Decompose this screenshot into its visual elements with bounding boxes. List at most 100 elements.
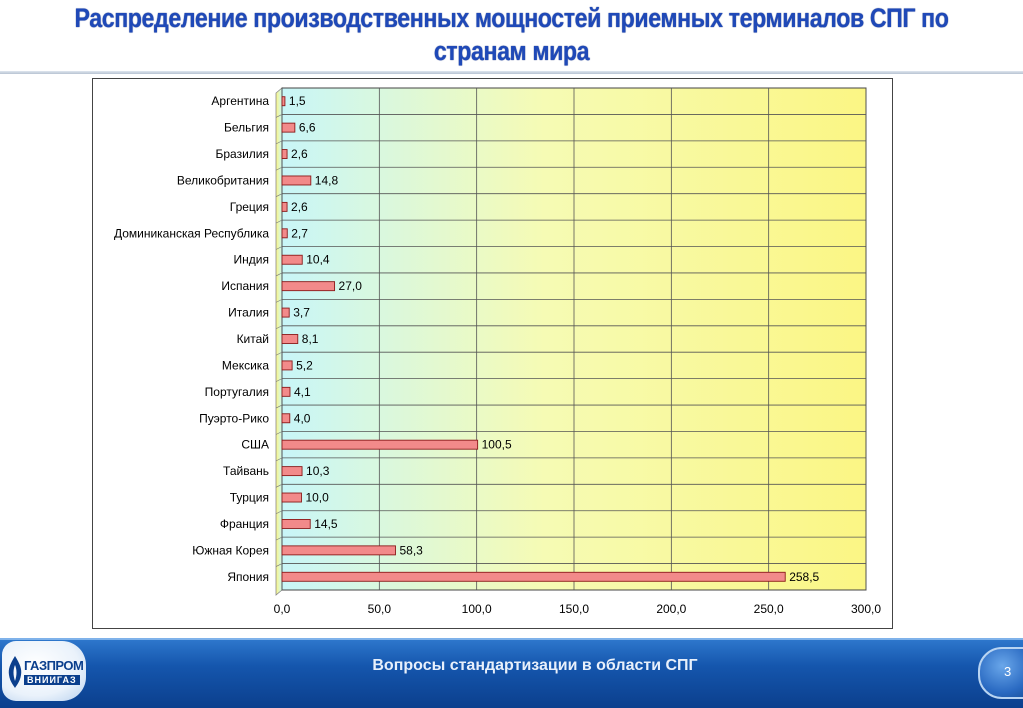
bar	[281, 281, 336, 292]
category-label: Южная Корея	[192, 543, 269, 557]
wall-gridline	[275, 246, 283, 250]
data-label: 10,0	[305, 491, 329, 505]
data-label: 3,7	[293, 306, 310, 320]
logo-text-sub: ВНИИГАЗ	[24, 675, 80, 685]
bar	[281, 254, 303, 265]
wall-gridline	[275, 351, 283, 356]
bar	[281, 122, 296, 133]
x-tick-label: 150,0	[559, 602, 589, 616]
category-label: Турция	[230, 491, 269, 505]
category-label: Тайвань	[223, 464, 269, 478]
data-label: 10,3	[306, 464, 330, 478]
plot-area	[275, 87, 867, 596]
category-label: Португалия	[205, 385, 269, 399]
x-tick-label: 0,0	[274, 602, 291, 616]
bar	[281, 96, 286, 107]
footer-divider	[0, 638, 1023, 640]
category-label: Великобритания	[177, 173, 269, 187]
data-label: 14,5	[314, 517, 338, 531]
data-label: 258,5	[789, 570, 819, 584]
company-logo: ГАЗПРОМ ВНИИГАЗ	[2, 641, 86, 701]
category-label: США	[241, 438, 269, 452]
bar	[281, 360, 293, 371]
data-label: 6,6	[299, 121, 316, 135]
bar	[281, 413, 291, 424]
wall-gridline	[275, 484, 283, 488]
flame-icon	[8, 656, 22, 688]
x-tick-label: 100,0	[462, 602, 492, 616]
data-label: 4,1	[294, 385, 311, 399]
category-label: Мексика	[222, 358, 269, 372]
wall-gridline	[275, 510, 283, 515]
wall-gridline	[275, 272, 283, 277]
bar	[281, 545, 396, 556]
category-label: Индия	[234, 253, 269, 267]
category-label: Бразилия	[216, 147, 270, 161]
category-labels: Аргентина Бельгия Бразилия Великобритания Гр…	[114, 94, 269, 584]
bar	[281, 439, 479, 450]
bar	[281, 307, 290, 318]
wall-gridline	[275, 114, 283, 118]
plot-side-wall	[275, 87, 283, 596]
bar	[281, 492, 302, 503]
x-tick-label: 200,0	[656, 602, 686, 616]
page-number: 3	[1004, 664, 1012, 679]
category-label: Доминиканская Республика	[114, 226, 269, 240]
category-label: Пуэрто-Рико	[199, 411, 269, 425]
wall-gridline	[275, 325, 283, 330]
bar	[281, 386, 291, 397]
x-tick-label: 250,0	[754, 602, 784, 616]
bar	[281, 518, 311, 529]
wall-gridline	[275, 536, 283, 541]
gridlines	[275, 88, 867, 590]
category-label: Испания	[221, 279, 269, 293]
data-label: 10,4	[306, 253, 330, 267]
category-label: Италия	[228, 306, 269, 320]
chart-frame: Аргентина Бельгия Бразилия Великобритания Гр…	[92, 78, 893, 629]
wall-gridline	[275, 431, 283, 435]
data-label: 1,5	[289, 94, 306, 108]
bar	[281, 466, 303, 477]
bar	[281, 175, 312, 186]
category-label: Франция	[220, 517, 269, 531]
data-label: 5,2	[296, 358, 313, 372]
data-label: 8,1	[302, 332, 319, 346]
wall-gridline	[275, 457, 283, 462]
category-label: Япония	[227, 570, 269, 584]
data-label: 27,0	[339, 279, 363, 293]
data-label: 2,6	[291, 200, 308, 214]
data-label: 4,0	[294, 411, 311, 425]
x-tick-label: 300,0	[851, 602, 881, 616]
title-divider	[0, 71, 1023, 74]
category-label: Бельгия	[224, 121, 269, 135]
bar	[281, 149, 288, 160]
value-labels: 1,5 6,6 2,6 14,8 2,6 2,7 10,4 27,0 3,7 8,1 5,2 4,1 4…	[289, 94, 820, 584]
footer-bar: ГАЗПРОМ ВНИИГАЗ Вопросы стандартизации в…	[0, 638, 1023, 708]
x-axis-ticks: 0,0 50,0 100,0 150,0 200,0 250,0 300,0	[274, 602, 882, 616]
bar-chart: Аргентина Бельгия Бразилия Великобритания Гр…	[114, 87, 882, 616]
wall-gridline	[275, 299, 283, 303]
data-label: 100,5	[482, 438, 512, 452]
wall-gridline	[275, 378, 283, 382]
data-label: 58,3	[399, 543, 423, 557]
logo-text-main: ГАЗПРОМ	[24, 658, 84, 673]
wall-gridline	[275, 404, 283, 409]
slide-title: Распределение производственных мощностей…	[74, 3, 949, 66]
data-label: 2,7	[291, 226, 308, 240]
x-tick-label: 50,0	[368, 602, 392, 616]
wall-gridline	[275, 166, 283, 171]
wall-gridline	[275, 193, 283, 197]
wall-gridline	[275, 140, 283, 145]
data-label: 2,6	[291, 147, 308, 161]
data-label: 14,8	[315, 173, 339, 187]
category-label: Китай	[237, 332, 269, 346]
wall-gridline	[275, 219, 283, 224]
footer-caption: Вопросы стандартизации в области СПГ	[372, 657, 698, 674]
category-label: Аргентина	[211, 94, 269, 108]
bar	[281, 334, 299, 344]
wall-gridline	[275, 563, 283, 567]
bar	[281, 571, 786, 582]
bars	[281, 96, 786, 582]
category-label: Греция	[230, 200, 269, 214]
bar	[281, 228, 288, 239]
